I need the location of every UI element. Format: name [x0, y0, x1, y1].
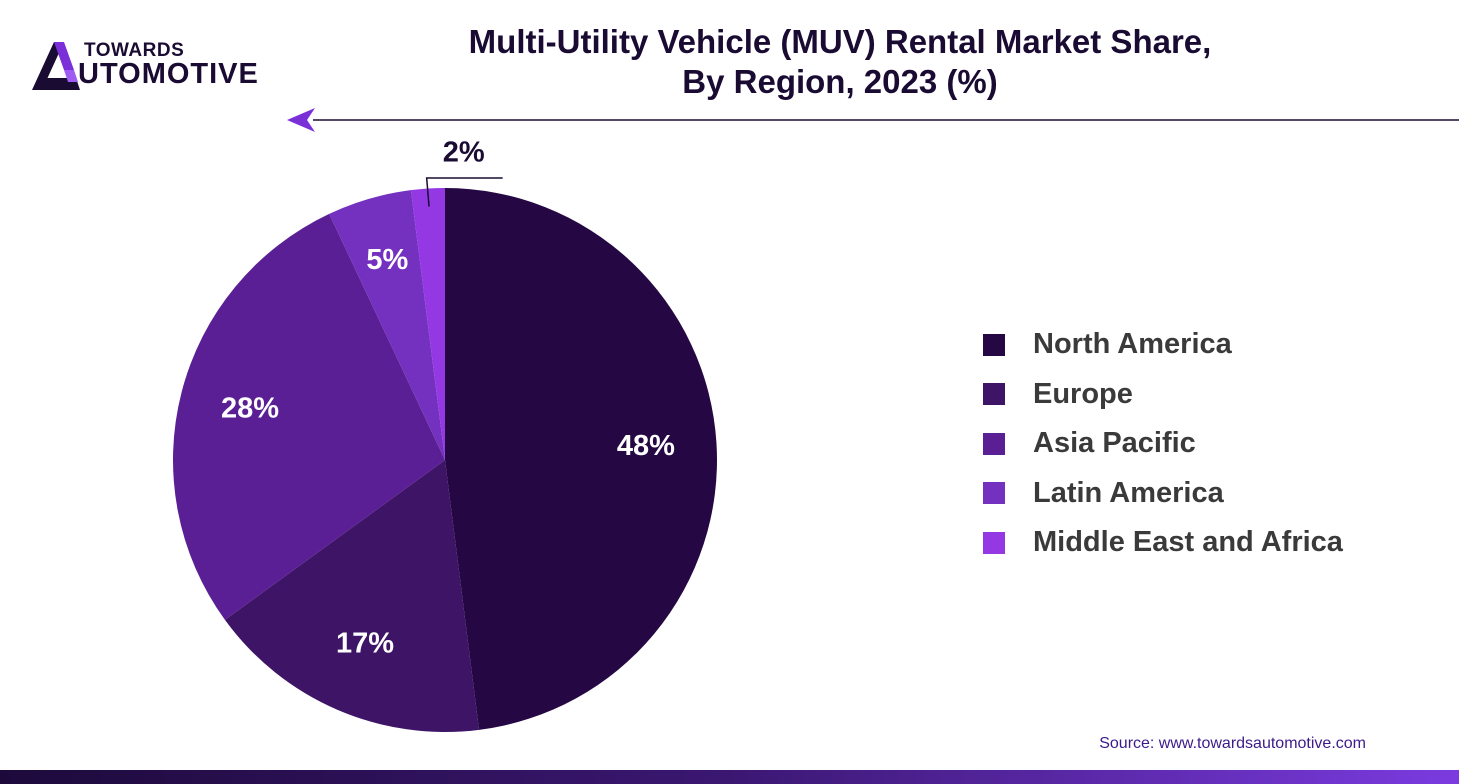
source-note: Source: www.towardsautomotive.com [1099, 735, 1366, 752]
legend-swatch-asia-pacific [983, 432, 1005, 455]
chart-title: Multi-Utility Vehicle (MUV) Rental Marke… [340, 22, 1340, 102]
chart-legend: North America Europe Asia Pacific Latin Ame… [983, 320, 1343, 568]
legend-item-latin-america: Latin America [983, 469, 1343, 519]
pie-slices [173, 188, 718, 733]
pie-label-europe: 17% [336, 627, 394, 659]
legend-item-asia-pacific: Asia Pacific [983, 419, 1343, 469]
legend-item-north-america: North America [983, 320, 1343, 370]
pie-leader-line-middle-east-and-africa [425, 177, 503, 207]
pie-chart: 48% 17% 28% 5% 2% [173, 137, 718, 733]
legend-swatch-latin-america [983, 482, 1005, 505]
brand-name-bottom: UTOMOTIVE [78, 58, 259, 90]
legend-label-asia-pacific: Asia Pacific [1033, 427, 1196, 460]
brand-logo-mark [32, 42, 80, 90]
legend-label-middle-east-and-africa: Middle East and Africa [1033, 526, 1343, 559]
legend-swatch-europe [983, 383, 1005, 406]
pie-label-middle-east-and-africa: 2% [443, 137, 485, 169]
legend-label-latin-america: Latin America [1033, 476, 1224, 509]
legend-label-europe: Europe [1033, 377, 1133, 410]
pie-label-latin-america: 5% [366, 244, 408, 276]
chart-title-line-1: Multi-Utility Vehicle (MUV) Rental Marke… [468, 23, 1212, 60]
pie-slice-middle-east-and-africa [410, 188, 445, 460]
pie-label-north-america: 48% [617, 430, 675, 462]
pie-label-asia-pacific: 28% [221, 393, 279, 425]
pie-slice-asia-pacific [173, 213, 446, 620]
pie-slice-north-america [445, 188, 718, 730]
chart-title-line-2: By Region, 2023 (%) [682, 63, 998, 100]
pie-slice-europe [224, 460, 480, 733]
pie-slice-latin-america [329, 190, 445, 460]
legend-swatch-north-america [983, 333, 1005, 356]
legend-label-north-america: North America [1033, 328, 1232, 361]
brand-name-top: TOWARDS [84, 40, 185, 61]
legend-swatch-middle-east-and-africa [983, 531, 1005, 554]
brand-logo: TOWARDS UTOMOTIVE [30, 40, 290, 96]
pie-labels: 48% 17% 28% 5% 2% [221, 137, 675, 660]
legend-item-europe: Europe [983, 370, 1343, 420]
bottom-accent-bar [0, 770, 1459, 784]
title-divider [287, 108, 1459, 132]
left-arrow-icon [287, 108, 315, 132]
legend-item-middle-east-and-africa: Middle East and Africa [983, 518, 1343, 568]
